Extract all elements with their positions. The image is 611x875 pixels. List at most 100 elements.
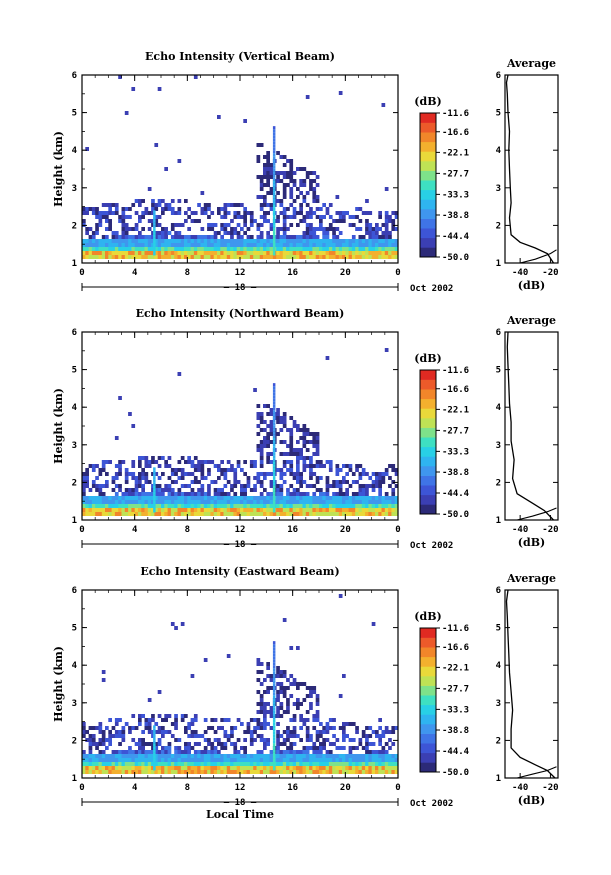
heatmap-cell <box>345 734 349 738</box>
colorbar-swatch <box>420 228 436 239</box>
heatmap-cell <box>105 762 109 766</box>
colorbar-swatch <box>420 189 436 200</box>
heatmap-cell <box>332 480 336 484</box>
heatmap-cell <box>190 722 195 726</box>
heatmap-cell <box>91 770 96 774</box>
heatmap-cell <box>147 722 152 726</box>
heatmap-cell <box>154 239 159 243</box>
heatmap-cell <box>296 424 300 428</box>
heatmap-cell <box>128 227 132 231</box>
heatmap-cell <box>161 762 165 766</box>
y-tick-label: 5 <box>72 624 77 634</box>
heatmap-cell <box>299 702 303 706</box>
heatmap-cell <box>161 247 165 251</box>
heatmap-cell <box>141 243 145 247</box>
heatmap-cell <box>292 420 297 424</box>
heatmap-cell <box>319 500 323 504</box>
heatmap-cell <box>338 255 343 259</box>
heatmap-cell <box>98 243 103 247</box>
heatmap-cell <box>128 247 132 251</box>
heatmap-cell <box>276 508 280 512</box>
heatmap-cell <box>391 468 396 472</box>
heatmap-cell <box>151 508 155 512</box>
heatmap-cell <box>167 255 172 259</box>
heatmap-cell <box>302 231 307 235</box>
heatmap-cell <box>230 762 234 766</box>
heatmap-cell <box>98 508 103 512</box>
heatmap-cell <box>315 512 320 516</box>
heatmap-cell <box>174 223 178 227</box>
heatmap-cell <box>233 211 238 215</box>
heatmap-cell <box>88 746 93 750</box>
heatmap-cell <box>282 742 287 746</box>
heatmap-cell <box>305 239 310 243</box>
heatmap-cell <box>91 504 96 508</box>
heatmap-cell <box>114 255 119 259</box>
heatmap-cell <box>249 219 254 223</box>
heatmap-cell <box>134 255 139 259</box>
heatmap-cell <box>299 754 303 758</box>
heatmap-cell <box>328 243 333 247</box>
heatmap-cell <box>305 223 310 227</box>
heatmap-cell <box>263 678 267 682</box>
heatmap-cell <box>355 239 359 243</box>
heatmap-cell <box>101 678 106 682</box>
precip-streak <box>272 129 276 133</box>
heatmap-cell <box>302 698 307 702</box>
heatmap-cell <box>253 726 257 730</box>
heatmap-cell <box>223 742 228 746</box>
heatmap-cell <box>170 239 175 243</box>
heatmap-cell <box>384 742 389 746</box>
heatmap-cell <box>85 227 89 231</box>
heatmap-cell <box>269 255 274 259</box>
heatmap-cell <box>226 754 231 758</box>
heatmap-cell <box>177 750 182 754</box>
heatmap-cell <box>351 762 356 766</box>
heatmap-cell <box>365 742 369 746</box>
heatmap-cell <box>151 770 155 774</box>
heatmap-cell <box>101 670 106 674</box>
heatmap-cell <box>282 508 287 512</box>
heatmap-cell <box>207 227 211 231</box>
heatmap-cell <box>371 227 376 231</box>
heatmap-cell <box>368 223 373 227</box>
heatmap-cell <box>286 492 290 496</box>
heatmap-cell <box>282 231 287 235</box>
heatmap-cell <box>302 754 307 758</box>
heatmap-cell <box>309 227 313 231</box>
heatmap-cell <box>114 496 119 500</box>
heatmap-cell <box>187 235 191 239</box>
heatmap-cell <box>184 770 188 774</box>
x-tick-label: 4 <box>132 783 138 793</box>
heatmap-cell <box>236 251 241 255</box>
heatmap-cell <box>276 512 280 516</box>
heatmap-cell <box>351 508 356 512</box>
heatmap-cell <box>269 686 274 690</box>
heatmap-cell <box>184 766 188 770</box>
heatmap-cell <box>124 468 129 472</box>
heatmap-cell <box>174 247 178 251</box>
heatmap-cell <box>312 718 317 722</box>
heatmap-cell <box>114 464 119 468</box>
heatmap-cell <box>296 698 300 702</box>
heatmap-cell <box>315 758 320 762</box>
heatmap-cell <box>328 251 333 255</box>
heatmap-cell <box>309 179 313 183</box>
heatmap-cell <box>124 770 129 774</box>
heatmap-cell <box>361 488 366 492</box>
precip-streak <box>272 497 276 501</box>
heatmap-cell <box>276 714 280 718</box>
precip-streak <box>153 737 156 741</box>
heatmap-cell <box>378 718 382 722</box>
heatmap-cell <box>98 726 103 730</box>
heatmap-cell <box>358 766 363 770</box>
heatmap-cell <box>210 504 215 508</box>
heatmap-cell <box>253 496 257 500</box>
heatmap-cell <box>375 512 379 516</box>
heatmap-cell <box>263 726 267 730</box>
chart-title: Echo Intensity (Northward Beam) <box>136 307 345 320</box>
heatmap-cell <box>302 468 307 472</box>
y-tick-label: 1 <box>72 516 77 526</box>
precip-streak <box>272 437 276 441</box>
heatmap-cell <box>240 227 244 231</box>
